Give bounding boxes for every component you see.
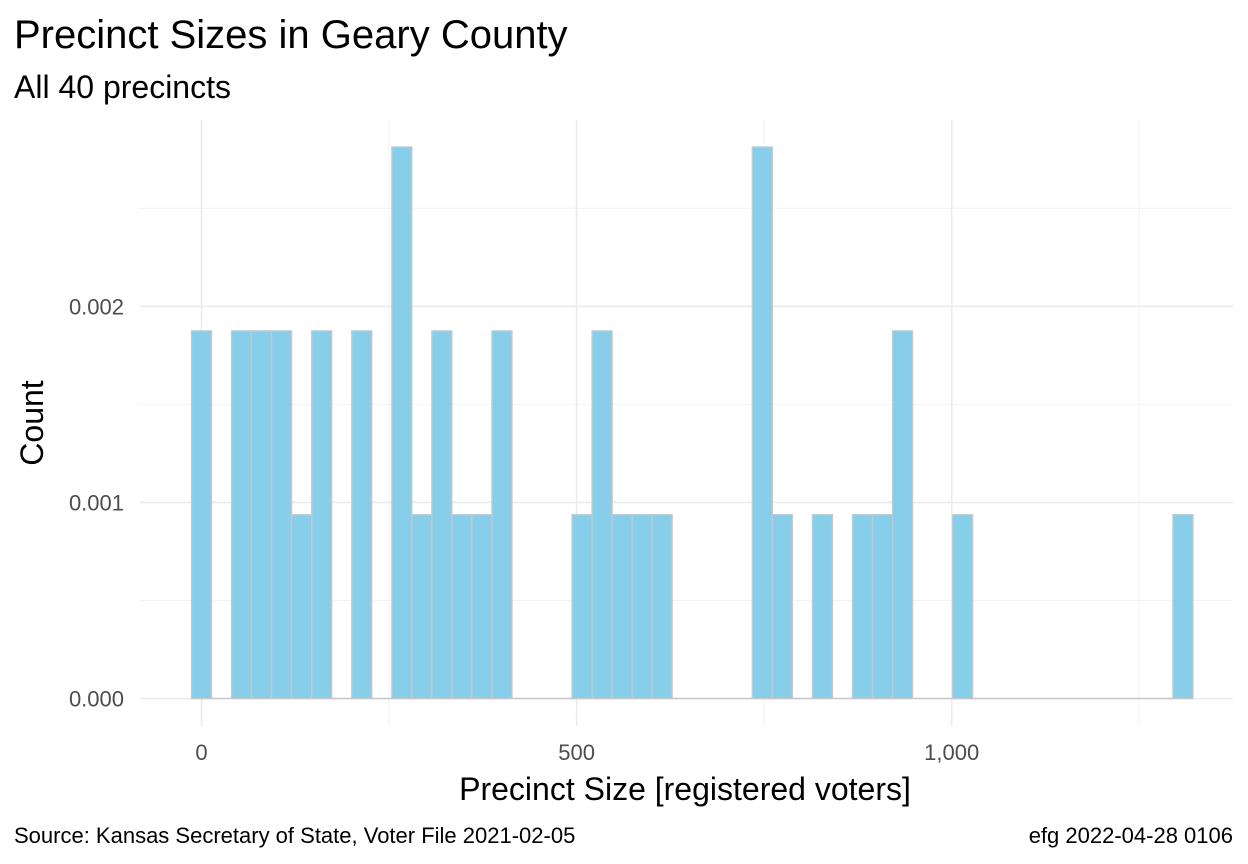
histogram-bar — [471, 514, 493, 700]
histogram-bar — [891, 330, 914, 700]
histogram-bar — [190, 330, 213, 700]
y-tick-label: 0.002 — [69, 294, 124, 319]
histogram-bar — [591, 330, 613, 700]
histogram-bar — [871, 514, 894, 700]
histogram-bar — [751, 146, 774, 700]
histogram-bars — [190, 146, 1194, 700]
x-tick-label: 1,000 — [924, 740, 979, 765]
histogram-bar — [851, 514, 874, 700]
histogram-bar — [631, 514, 653, 700]
histogram-bar — [771, 514, 794, 700]
x-axis-ticks: 0 500 1,000 — [195, 740, 979, 765]
histogram-bar — [250, 330, 273, 700]
histogram-bar — [411, 514, 433, 700]
histogram-bar — [951, 514, 974, 700]
y-tick-label: 0.001 — [69, 490, 124, 515]
source-caption: Source: Kansas Secretary of State, Voter… — [14, 823, 575, 848]
histogram-bar — [391, 146, 413, 700]
histogram-bar — [1172, 514, 1194, 700]
y-tick-label: 0.000 — [69, 687, 124, 712]
histogram-bar — [431, 330, 453, 700]
histogram-bar — [230, 330, 253, 700]
histogram-bar — [451, 514, 473, 700]
author-caption: efg 2022-04-28 0106 — [1029, 823, 1233, 848]
x-axis-title: Precinct Size [registered voters] — [459, 771, 911, 807]
histogram-bar — [270, 330, 293, 700]
histogram-bar — [611, 514, 633, 700]
histogram-bar — [491, 330, 513, 700]
x-tick-label: 0 — [195, 740, 207, 765]
histogram-bar — [811, 514, 834, 700]
histogram-bar — [290, 514, 313, 700]
y-axis-title: Count — [14, 380, 50, 466]
histogram-bar — [311, 330, 333, 700]
histogram-bar — [651, 514, 673, 700]
histogram-bar — [351, 330, 373, 700]
chart-title: Precinct Sizes in Geary County — [14, 13, 568, 57]
chart-subtitle: All 40 precincts — [14, 69, 231, 105]
histogram-bar — [571, 514, 593, 700]
y-axis-ticks: 0.000 0.001 0.002 — [69, 294, 124, 711]
x-tick-label: 500 — [558, 740, 595, 765]
